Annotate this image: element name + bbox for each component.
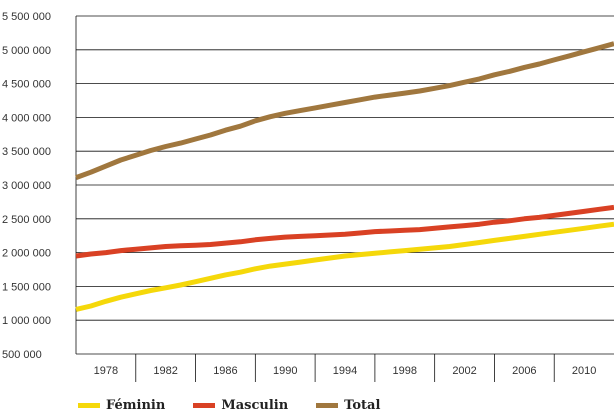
y-tick-label: 4 000 000 (2, 112, 51, 124)
legend-item-total: Total (316, 398, 380, 413)
legend-swatch-feminin (78, 403, 100, 408)
x-tick-label: 2002 (452, 365, 476, 377)
legend-item-masculin: Masculin (193, 398, 288, 413)
x-tick-label: 1982 (153, 365, 177, 377)
y-tick-label: 5 500 000 (2, 11, 51, 23)
x-tick-label: 2006 (512, 365, 536, 377)
y-tick-label: 1 500 000 (2, 281, 51, 293)
x-tick-label: 1978 (94, 365, 118, 377)
y-tick-label: 500 000 (2, 349, 42, 361)
series-line-total (75, 41, 614, 180)
y-tick-label: 3 000 000 (2, 180, 51, 192)
series-lines (75, 41, 614, 312)
legend-label-total: Total (344, 398, 381, 413)
legend-swatch-total (316, 403, 339, 408)
x-tick-label: 1994 (333, 365, 357, 377)
legend-item-feminin: Féminin (78, 398, 165, 413)
legend-label-feminin: Féminin (106, 398, 166, 413)
x-tick-label: 2010 (572, 365, 596, 377)
y-axis: 500 000 1 000 000 1 500 000 2 000 000 2 500 … (2, 11, 77, 361)
x-axis: 1978 1982 1986 1990 1994 1998 2002 2006 2010 (94, 354, 596, 382)
x-tick-label: 1986 (213, 365, 237, 377)
legend: Féminin Masculin Total (78, 398, 380, 413)
y-tick-label: 3 500 000 (2, 146, 51, 158)
x-tick-label: 1990 (273, 365, 297, 377)
y-tick-label: 5 000 000 (2, 45, 51, 57)
y-tick-label: 1 000 000 (2, 315, 51, 327)
y-tick-label: 2 500 000 (2, 214, 51, 226)
y-tick-label: 4 500 000 (2, 79, 51, 91)
x-tick-label: 1998 (393, 365, 417, 377)
y-tick-label: 2 000 000 (2, 248, 51, 260)
series-line-fminin (75, 221, 614, 312)
series-line-masculin (75, 204, 614, 259)
legend-label-masculin: Masculin (221, 398, 289, 413)
legend-swatch-masculin (193, 403, 216, 408)
